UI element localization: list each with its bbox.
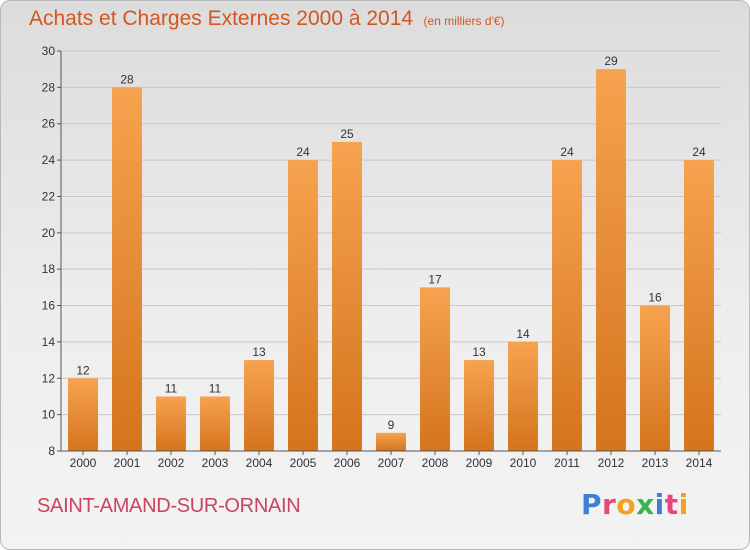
logo-letter: P <box>581 488 603 521</box>
data-label: 9 <box>388 418 395 432</box>
bar <box>332 141 362 451</box>
y-tick-label: 30 <box>42 44 56 58</box>
x-tick-label: 2009 <box>466 456 493 470</box>
data-label: 16 <box>648 291 662 305</box>
logo-letter: i <box>654 488 665 521</box>
x-tick-label: 2014 <box>686 456 713 470</box>
place-name: SAINT-AMAND-SUR-ORNAIN <box>37 495 301 517</box>
data-label: 24 <box>692 145 706 159</box>
bar <box>288 160 318 451</box>
x-tick-label: 2010 <box>510 456 537 470</box>
y-tick-label: 28 <box>42 80 56 94</box>
data-label: 13 <box>472 345 486 359</box>
logo-letter: r <box>602 488 617 521</box>
bar <box>640 305 670 451</box>
data-label: 24 <box>296 145 310 159</box>
data-label: 29 <box>604 54 618 68</box>
x-tick-label: 2008 <box>422 456 449 470</box>
bar <box>420 287 450 451</box>
y-tick-label: 24 <box>42 153 56 167</box>
x-tick-label: 2000 <box>70 456 97 470</box>
data-label: 24 <box>560 145 574 159</box>
bar <box>464 360 494 451</box>
title-row: Achats et Charges Externes 2000 à 2014 (… <box>29 7 505 31</box>
proxiti-logo[interactable]: Proxiti <box>581 488 689 521</box>
bar <box>244 360 274 451</box>
y-tick-label: 14 <box>42 335 56 349</box>
bar <box>376 432 406 451</box>
bar <box>200 396 230 451</box>
bar <box>68 378 98 451</box>
logo-letter: t <box>664 488 679 521</box>
x-tick-label: 2011 <box>554 456 580 470</box>
y-tick-label: 20 <box>42 226 56 240</box>
bar <box>508 341 538 451</box>
data-label: 17 <box>428 272 442 286</box>
x-tick-label: 2006 <box>334 456 361 470</box>
x-tick-label: 2005 <box>290 456 317 470</box>
data-label: 11 <box>209 381 222 395</box>
bar <box>596 69 626 451</box>
y-tick-label: 22 <box>42 189 56 203</box>
x-tick-label: 2004 <box>246 456 273 470</box>
logo-letter: o <box>616 488 637 521</box>
bar <box>684 160 714 451</box>
bar <box>156 396 186 451</box>
data-label: 14 <box>516 327 530 341</box>
x-tick-label: 2002 <box>158 456 185 470</box>
x-tick-label: 2012 <box>598 456 625 470</box>
bar <box>112 87 142 451</box>
data-label: 25 <box>340 127 354 141</box>
x-tick-label: 2013 <box>642 456 669 470</box>
y-tick-label: 16 <box>42 299 56 313</box>
chart-title: Achats et Charges Externes 2000 à 2014 <box>29 7 414 30</box>
x-tick-label: 2007 <box>378 456 405 470</box>
y-tick-label: 18 <box>42 262 56 276</box>
x-tick-label: 2001 <box>114 456 141 470</box>
bars: 12 28 11 11 13 24 25 9 17 13 14 24 29 16 24 <box>68 54 714 451</box>
y-tick-label: 26 <box>42 117 56 131</box>
chart-unit: (en milliers d'€) <box>423 14 505 28</box>
data-label: 11 <box>165 381 178 395</box>
data-label: 12 <box>76 363 90 377</box>
y-tick-label: 12 <box>42 371 56 385</box>
axes: 8 10 12 14 16 18 20 22 24 26 28 30 2000 2001 2002 2003 2… <box>42 44 721 470</box>
y-tick-label: 8 <box>48 444 55 458</box>
logo-letter: i <box>678 488 689 521</box>
data-label: 13 <box>252 345 266 359</box>
y-tick-label: 10 <box>42 408 56 422</box>
data-label: 28 <box>120 72 134 86</box>
x-tick-label: 2003 <box>202 456 229 470</box>
bar <box>552 160 582 451</box>
logo-letter: x <box>636 488 655 521</box>
